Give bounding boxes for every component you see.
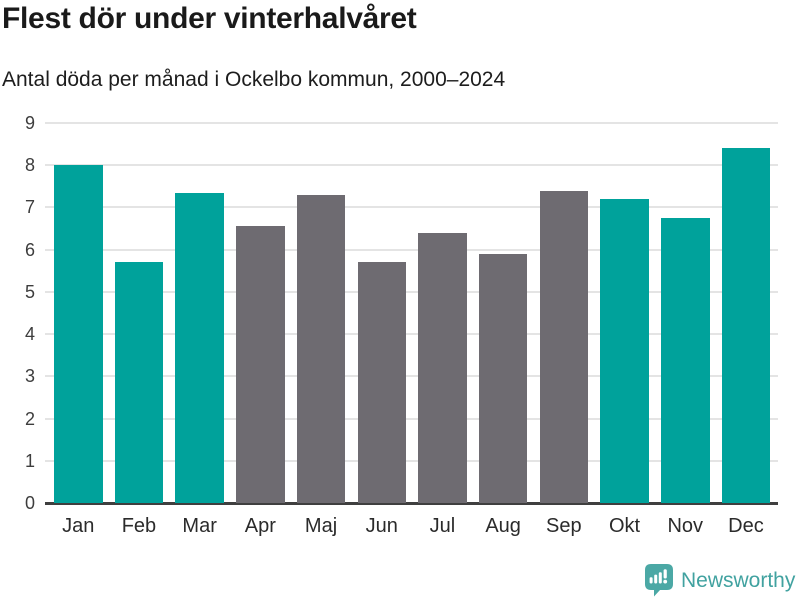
brand-footer: Newsworthy bbox=[645, 564, 795, 597]
x-axis-tick-label: Nov bbox=[667, 515, 704, 537]
bar-sep bbox=[539, 190, 589, 503]
gridline bbox=[45, 333, 778, 336]
bar-feb bbox=[114, 262, 164, 503]
x-axis-tick-label: Jun bbox=[365, 515, 398, 537]
bar-apr bbox=[236, 226, 285, 503]
gridline bbox=[45, 417, 778, 420]
y-axis-tick-label: 9 bbox=[24, 113, 35, 133]
x-axis-tick-label: Okt bbox=[608, 515, 641, 537]
bar-jan bbox=[54, 165, 103, 503]
gridline bbox=[45, 248, 778, 251]
bar-maj bbox=[296, 194, 346, 503]
y-axis-tick-label: 7 bbox=[24, 197, 35, 218]
gridline bbox=[45, 290, 778, 293]
bar-jul bbox=[418, 232, 467, 503]
x-axis-tick-label: Feb bbox=[121, 515, 157, 537]
gridline bbox=[45, 206, 778, 209]
y-axis-tick-label: 0 bbox=[24, 493, 35, 513]
chart-subtitle: Antal döda per månad i Ockelbo kommun, 2… bbox=[2, 68, 506, 91]
gridline bbox=[45, 375, 778, 378]
y-axis-tick-label: 4 bbox=[24, 324, 35, 345]
x-axis-tick-label: Mar bbox=[182, 515, 217, 537]
newsworthy-logo-icon bbox=[645, 564, 673, 597]
y-axis-tick-label: 8 bbox=[24, 155, 35, 176]
x-axis-tick-label: Sep bbox=[546, 515, 582, 537]
x-axis-tick-label: Maj bbox=[304, 515, 338, 537]
bar-mar bbox=[175, 192, 224, 503]
x-axis-tick-label: Dec bbox=[728, 515, 764, 537]
bar-okt bbox=[600, 199, 649, 503]
bar-jun bbox=[357, 262, 406, 503]
y-axis-tick-label: 5 bbox=[24, 281, 35, 302]
bar-aug bbox=[478, 253, 528, 503]
x-axis-tick-label: Apr bbox=[244, 515, 276, 537]
y-axis-tick-label: 2 bbox=[24, 408, 35, 429]
x-axis-tick-label: Jan bbox=[62, 515, 95, 537]
y-axis-tick-label: 3 bbox=[24, 366, 35, 387]
chart-title: Flest dör under vinterhalvåret bbox=[2, 2, 417, 35]
gridline bbox=[45, 164, 778, 167]
bar-dec bbox=[721, 148, 771, 503]
gridline bbox=[45, 459, 778, 462]
gridline bbox=[45, 122, 778, 124]
y-axis-tick-label: 6 bbox=[24, 239, 35, 260]
y-axis-tick-label: 1 bbox=[24, 450, 35, 471]
x-axis-tick-label: Jul bbox=[429, 515, 456, 537]
x-axis-baseline bbox=[45, 502, 778, 505]
brand-name: Newsworthy bbox=[681, 569, 796, 592]
x-axis-tick-label: Aug bbox=[485, 515, 521, 537]
bar-nov bbox=[661, 218, 710, 503]
